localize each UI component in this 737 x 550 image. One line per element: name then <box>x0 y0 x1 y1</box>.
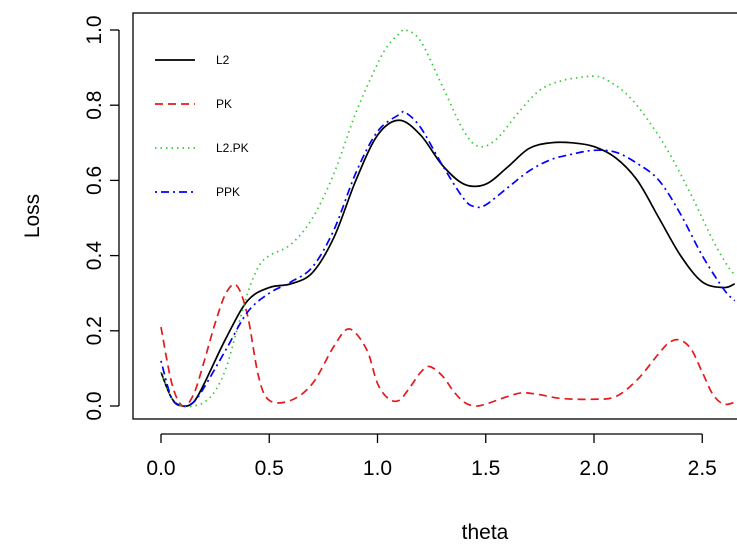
y-axis-title: Loss <box>21 194 44 238</box>
x-tick-label: 1.5 <box>471 457 500 480</box>
series-line-l2-pk <box>160 28 736 408</box>
legend-label: L2.PK <box>216 141 249 155</box>
y-tick-label: 1.0 <box>83 15 106 44</box>
y-tick-label: 0.8 <box>83 91 106 120</box>
x-tick-label: 2.0 <box>579 457 608 480</box>
y-tick-label: 0.6 <box>83 166 106 195</box>
x-tick-label: 0.5 <box>255 457 284 480</box>
x-axis: 0.0 0.5 1.0 1.5 2.0 2.5 <box>146 433 717 480</box>
plot-frame <box>132 12 737 420</box>
x-tick-label: 1.0 <box>363 457 392 480</box>
series-line-l2 <box>160 119 736 408</box>
legend-label: L2 <box>216 53 230 67</box>
legend-label: PPK <box>216 185 240 199</box>
legend: L2 PK L2.PK PPK <box>155 53 249 199</box>
y-axis: 0.0 0.2 0.4 0.6 0.8 1.0 <box>83 15 120 421</box>
x-tick-label: 2.5 <box>688 457 717 480</box>
series-layer <box>160 28 736 408</box>
y-tick-label: 0.4 <box>83 241 106 271</box>
series-line-ppk <box>160 110 736 407</box>
y-tick-label: 0.0 <box>83 391 106 420</box>
legend-label: PK <box>216 97 232 111</box>
y-tick-label: 0.2 <box>83 316 106 345</box>
x-tick-label: 0.0 <box>146 457 175 480</box>
x-axis-title: theta <box>462 521 509 544</box>
